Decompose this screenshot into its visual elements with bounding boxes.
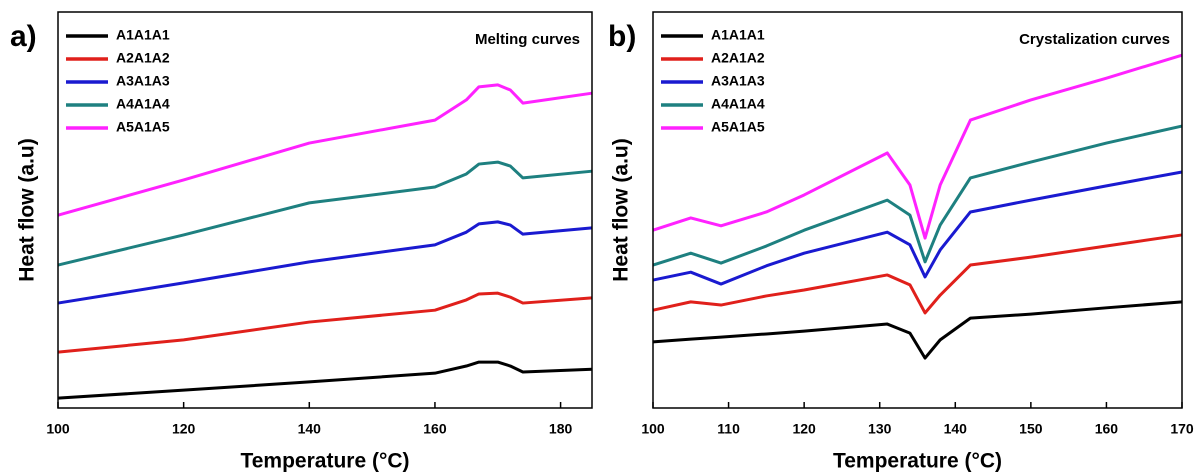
data-line [652, 233, 1183, 315]
x-tick-label: 180 [549, 421, 573, 437]
data-line [652, 53, 1183, 240]
x-axis-label: Temperature (°C) [833, 450, 1002, 473]
legend-label: A1A1A1 [711, 27, 765, 43]
data-line [57, 83, 593, 217]
annotation: Crystalization curves [1019, 31, 1170, 48]
legend-label: A4A1A4 [711, 96, 765, 112]
legend-label: A2A1A2 [711, 50, 765, 66]
x-tick-label: 110 [717, 421, 740, 437]
y-axis-label: Heat flow (a.u) [610, 138, 633, 282]
panel-label: b) [608, 20, 636, 53]
x-tick-label: 160 [423, 421, 447, 437]
plot-frame [57, 11, 593, 409]
data-line [57, 360, 593, 400]
data-line [652, 124, 1183, 267]
data-line [652, 170, 1183, 286]
data-line [652, 300, 1183, 360]
x-tick-label: 160 [1095, 421, 1119, 437]
x-tick-label: 130 [868, 421, 892, 437]
x-tick-label: 100 [46, 421, 70, 437]
data-line [57, 160, 593, 267]
legend-label: A1A1A1 [116, 27, 170, 43]
data-line [57, 291, 593, 354]
legend-label: A4A1A4 [116, 96, 170, 112]
x-tick-label: 140 [298, 421, 322, 437]
x-tick-label: 170 [1170, 421, 1194, 437]
x-tick-label: 140 [944, 421, 968, 437]
legend-label: A5A1A5 [711, 119, 765, 135]
plot-frame [652, 11, 1183, 409]
x-tick-label: 120 [792, 421, 816, 437]
legend-label: A5A1A5 [116, 119, 170, 135]
legend-label: A3A1A3 [116, 73, 170, 89]
annotation: Melting curves [475, 31, 580, 48]
x-tick-label: 150 [1019, 421, 1043, 437]
legend-label: A3A1A3 [711, 73, 765, 89]
legend-label: A2A1A2 [116, 50, 170, 66]
y-axis-label: Heat flow (a.u) [16, 138, 39, 282]
x-tick-label: 100 [641, 421, 665, 437]
panel-label: a) [10, 20, 37, 53]
x-tick-label: 120 [172, 421, 196, 437]
data-line [57, 220, 593, 305]
x-axis-label: Temperature (°C) [240, 450, 409, 473]
